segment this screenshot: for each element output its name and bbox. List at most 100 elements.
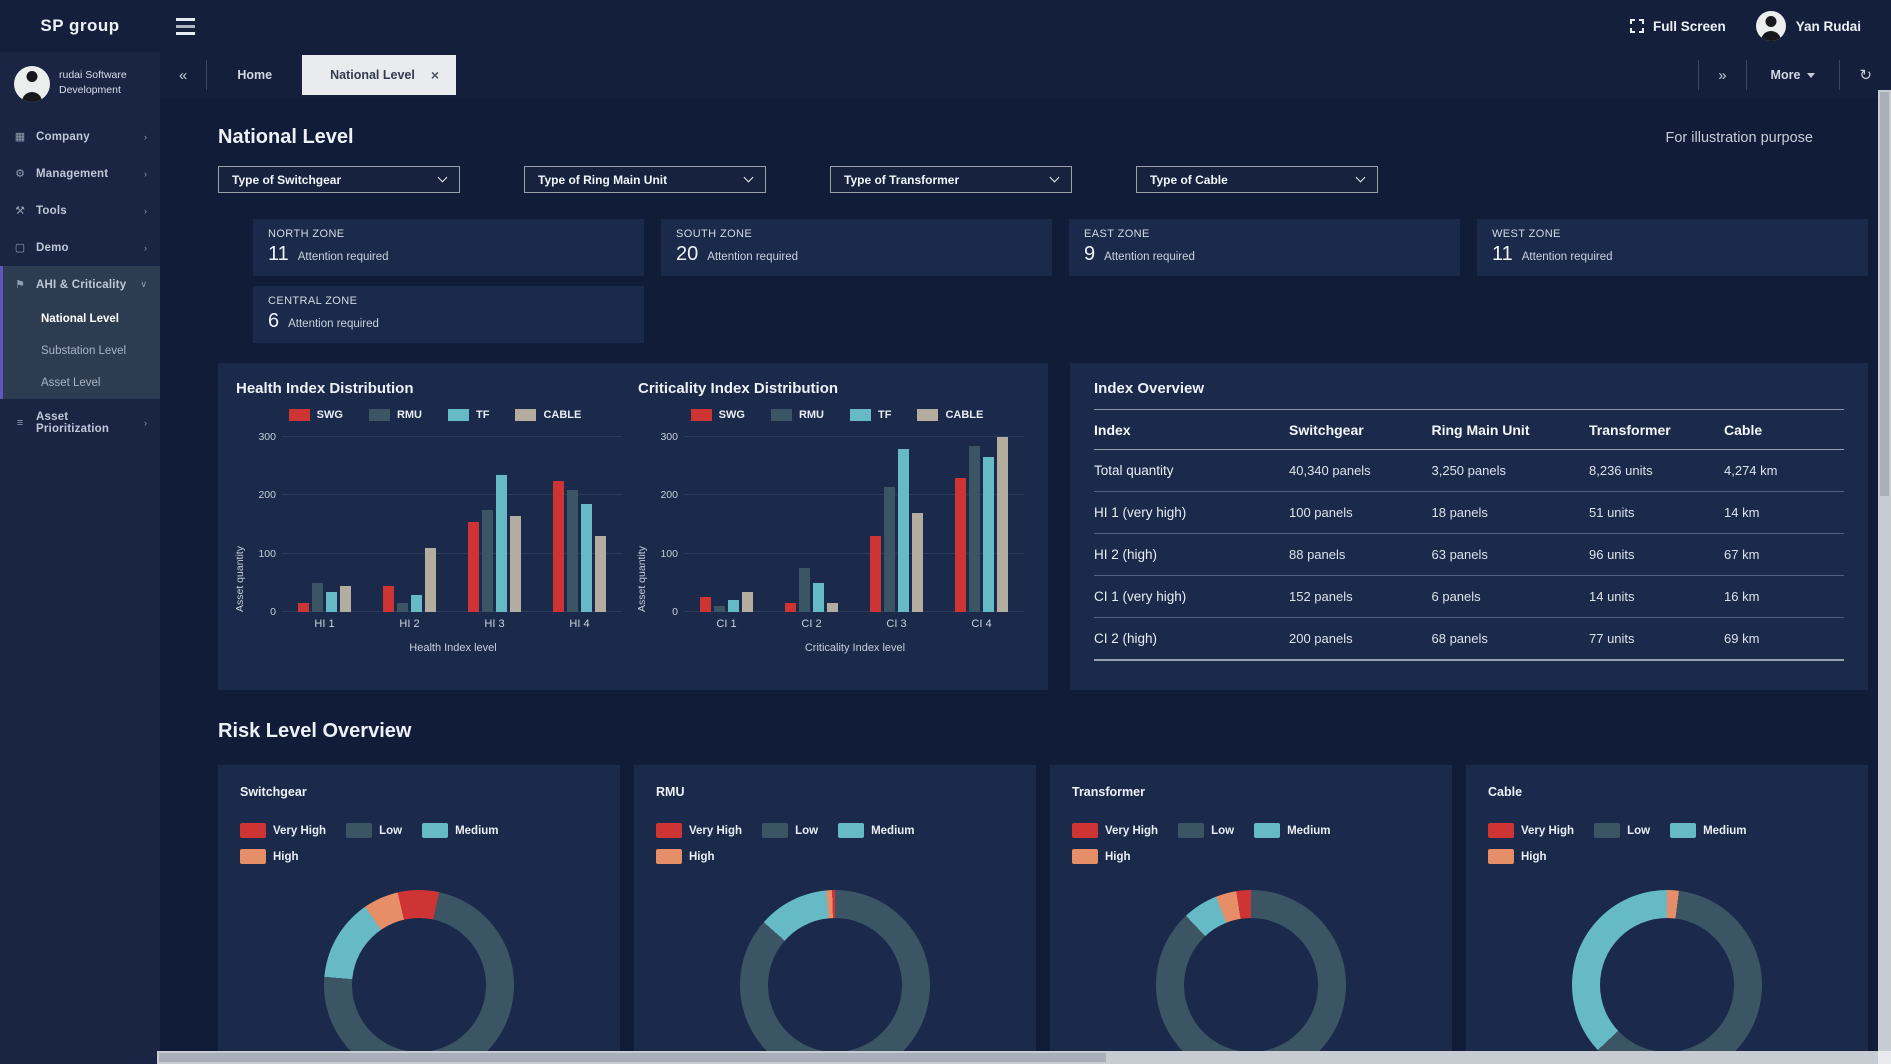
- donut-title: Cable: [1488, 785, 1523, 799]
- tabs-scroll-right-icon[interactable]: »: [1718, 66, 1727, 84]
- chevron-right-icon: ›: [144, 418, 147, 428]
- table-cell: 3,250 panels: [1431, 449, 1589, 492]
- horizontal-scrollbar-thumb[interactable]: [159, 1053, 1106, 1062]
- tab-label: National Level: [330, 68, 415, 82]
- user-menu[interactable]: Yan Rudai: [1755, 11, 1861, 41]
- bar-tf: [983, 457, 994, 612]
- legend-item: Medium: [1254, 823, 1331, 838]
- filter-type-of-ring-main-unit[interactable]: Type of Ring Main Unit: [524, 166, 766, 193]
- bar-cable: [510, 515, 521, 612]
- sidebar-item-asset-level[interactable]: Asset Level: [41, 377, 101, 389]
- watermark-text: For illustration purpose: [1665, 129, 1814, 146]
- table-header-cell: Ring Main Unit: [1431, 409, 1589, 450]
- legend-item: TF: [850, 409, 891, 421]
- sidebar-item-national-level[interactable]: National Level: [41, 313, 119, 325]
- zone-note: Attention required: [288, 318, 379, 330]
- legend-label: CABLE: [945, 409, 984, 421]
- tab-home[interactable]: Home: [237, 68, 273, 82]
- zone-card-south-zone[interactable]: SOUTH ZONE 20 Attention required: [661, 219, 1052, 276]
- table-cell: 68 panels: [1431, 617, 1589, 661]
- bar-rmu: [397, 603, 408, 612]
- risk-panel-rmu: RMU Very High Low Medium High: [634, 765, 1036, 1064]
- x-tick-label: CI 3: [886, 618, 907, 630]
- bar-rmu: [799, 568, 810, 612]
- table-header-cell: Switchgear: [1289, 409, 1432, 450]
- zone-card-central-zone[interactable]: CENTRAL ZONE 6 Attention required: [253, 286, 644, 343]
- sidebar-item-management[interactable]: ⚙ Management ›: [0, 155, 160, 192]
- y-axis-title: Asset quantity: [636, 546, 648, 612]
- legend-label: Low: [379, 824, 403, 837]
- distribution-charts-panel: Health Index Distribution SWG RMU TF CABLE …: [218, 363, 1048, 690]
- bar-tf: [728, 600, 739, 612]
- sidebar-item-substation-level[interactable]: Substation Level: [41, 345, 127, 357]
- bar-rmu: [312, 582, 323, 612]
- zone-note: Attention required: [297, 251, 389, 263]
- legend-label: TF: [878, 409, 892, 421]
- table-row: HI 2 (high) 88 panels 63 panels 96 units 67 …: [1094, 533, 1844, 576]
- legend-item: High: [1072, 849, 1131, 864]
- table-header-cell: Transformer: [1589, 409, 1724, 450]
- sidebar-group-tools: ⚒ Tools ›: [0, 192, 160, 229]
- zone-card-east-zone[interactable]: EAST ZONE 9 Attention required: [1069, 219, 1460, 276]
- sidebar-item-demo[interactable]: ▢ Demo ›: [0, 229, 160, 266]
- donut-hole: [352, 918, 486, 1052]
- risk-panel-switchgear: Switchgear Very High Low Medium High: [218, 765, 620, 1064]
- tabbar-divider: [1745, 60, 1747, 90]
- legend-item: Very High: [656, 823, 742, 838]
- bar-swg: [700, 597, 711, 612]
- zone-name: CENTRAL ZONE: [268, 295, 358, 307]
- donut-title: RMU: [656, 785, 685, 799]
- topbar: SP group Full Screen Yan Rudai: [0, 0, 1891, 52]
- user-name: Yan Rudai: [1795, 18, 1861, 34]
- horizontal-scrollbar[interactable]: [157, 1051, 1878, 1064]
- filter-type-of-transformer[interactable]: Type of Transformer: [830, 166, 1072, 193]
- filter-type-of-cable[interactable]: Type of Cable: [1136, 166, 1378, 193]
- zone-stat: 6 Attention required: [268, 310, 629, 333]
- zone-card-west-zone[interactable]: WEST ZONE 11 Attention required: [1477, 219, 1868, 276]
- tabs-more-button[interactable]: More: [1747, 68, 1840, 82]
- table-cell: 67 km: [1724, 533, 1844, 576]
- sidebar-item-label: Management: [36, 167, 109, 180]
- zone-cards: NORTH ZONE 11 Attention required SOUTH ZONE…: [253, 219, 1868, 343]
- zone-count: 11: [1492, 243, 1513, 265]
- bars: [870, 448, 923, 612]
- table-row: HI 1 (very high) 100 panels 18 panels 51 un…: [1094, 491, 1844, 534]
- tabs-scroll-left-icon[interactable]: «: [179, 66, 188, 84]
- zone-card-north-zone[interactable]: NORTH ZONE 11 Attention required: [253, 219, 644, 276]
- tab-close-icon[interactable]: ×: [430, 67, 440, 83]
- sidebar-item-tools[interactable]: ⚒ Tools ›: [0, 192, 160, 229]
- tabbar-divider: [1839, 60, 1841, 90]
- legend-swatch: [240, 823, 266, 838]
- refresh-icon[interactable]: ↻: [1859, 67, 1872, 84]
- bar-swg: [870, 536, 881, 612]
- legend-item: Low: [1594, 823, 1650, 838]
- tab-national-level[interactable]: National Level ×: [302, 55, 457, 95]
- filter-type-of-switchgear[interactable]: Type of Switchgear: [218, 166, 460, 193]
- demo-icon: ▢: [14, 242, 26, 254]
- legend-label: Low: [795, 824, 819, 837]
- chevron-down-icon: [1049, 172, 1060, 183]
- sidebar-item-asset-prioritization[interactable]: ≡ Asset Prioritization ›: [0, 399, 160, 447]
- y-tick-label: 300: [660, 431, 678, 443]
- donut-ring: [1572, 890, 1762, 1064]
- vertical-scrollbar-thumb[interactable]: [1880, 92, 1889, 496]
- vertical-scrollbar[interactable]: [1878, 90, 1891, 1051]
- legend-item: Medium: [422, 823, 499, 838]
- sidebar-item-ahi-criticality[interactable]: ⚑ AHI & Criticality ∨: [0, 266, 160, 303]
- bar-tf: [898, 448, 909, 612]
- legend-label: Low: [1627, 824, 1651, 837]
- bars: [298, 582, 351, 612]
- chevron-down-icon: [743, 172, 754, 183]
- sidebar-profile[interactable]: rudai Software Development: [0, 52, 160, 118]
- table-cell: 14 km: [1724, 491, 1844, 534]
- sidebar-item-company[interactable]: ▦ Company ›: [0, 118, 160, 155]
- gridline: [282, 552, 622, 554]
- fullscreen-button[interactable]: Full Screen: [1629, 19, 1726, 34]
- chevron-down-icon: [1355, 172, 1366, 183]
- table-header-cell: Index: [1094, 409, 1289, 450]
- legend-swatch: [762, 823, 789, 838]
- zone-note: Attention required: [707, 251, 799, 263]
- bar-group: CI 4: [955, 437, 1008, 630]
- bar-cable: [742, 591, 753, 612]
- hamburger-menu-icon[interactable]: [176, 17, 195, 35]
